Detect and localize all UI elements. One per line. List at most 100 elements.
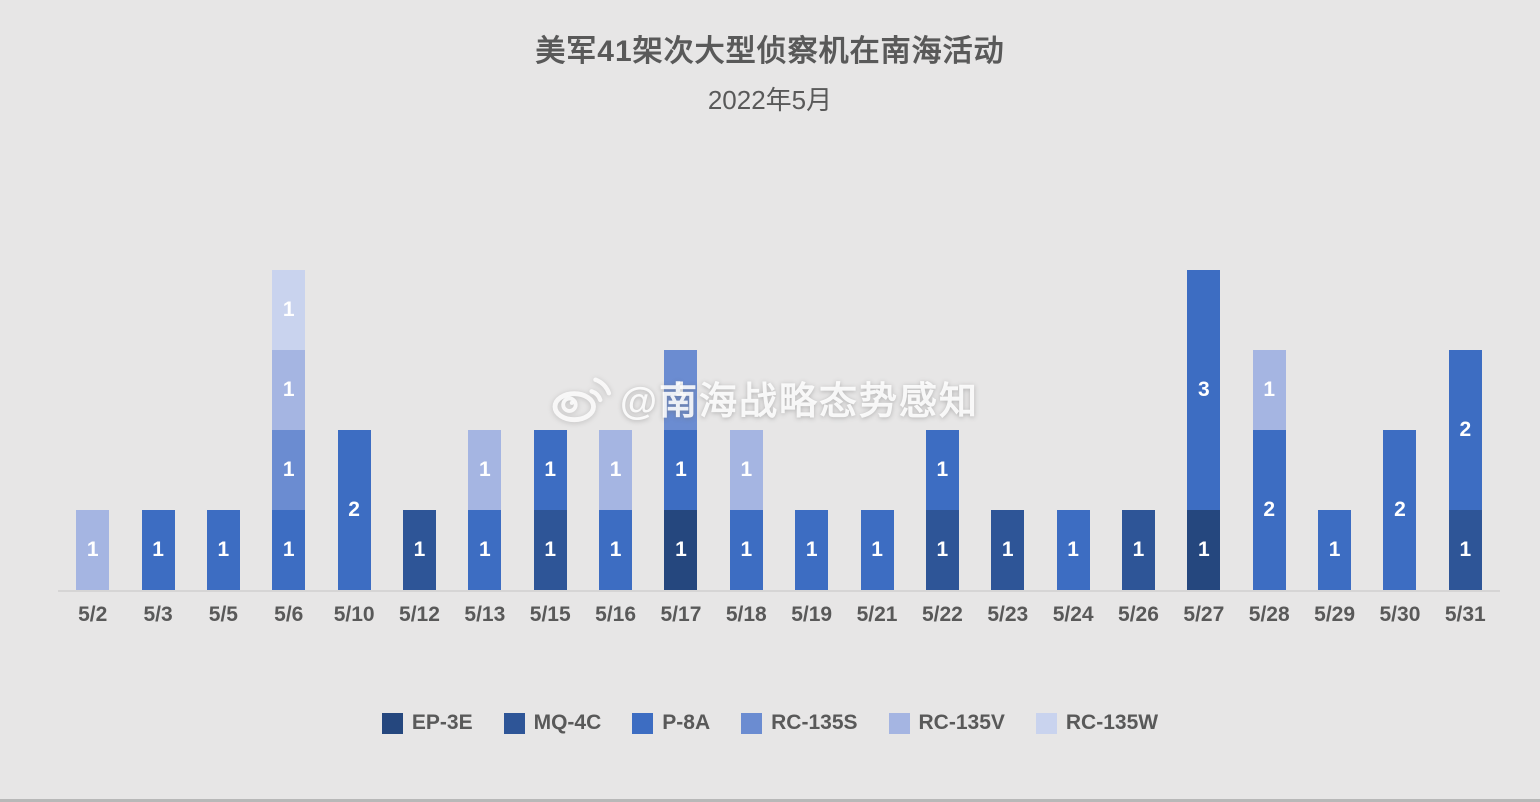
bar-segment-mq-4c: 1 [1448, 510, 1482, 590]
x-axis-label: 5/23 [987, 603, 1029, 626]
bar-segment-p-8a: 2 [1448, 350, 1482, 510]
bar-segment-p-8a: 1 [1056, 510, 1090, 590]
x-axis-label: 5/21 [856, 603, 898, 626]
x-axis-label: 5/27 [1183, 603, 1225, 626]
bar-segment-rc-135v: 1 [1252, 350, 1286, 430]
x-axis-label: 5/10 [333, 603, 375, 626]
stacked-bar: 1 [860, 510, 894, 590]
x-axis-label: 5/16 [595, 603, 637, 626]
bar-segment-rc-135v: 1 [468, 430, 502, 510]
bar-5-29: 1 [1302, 150, 1367, 590]
legend-swatch [503, 712, 525, 734]
bar-segment-p-8a: 1 [206, 510, 240, 590]
bar-segment-mq-4c: 1 [402, 510, 436, 590]
bar-segment-p-8a: 2 [1383, 430, 1417, 590]
x-axis-label: 5/22 [921, 603, 963, 626]
x-axis-label: 5/29 [1314, 603, 1356, 626]
stacked-bar: 1 [402, 510, 436, 590]
bar-segment-p-8a: 1 [533, 430, 567, 510]
bar-segment-mq-4c: 1 [1121, 510, 1155, 590]
legend-swatch [888, 712, 910, 734]
legend-swatch [741, 712, 763, 734]
x-axis-line [58, 590, 1500, 592]
bar-5-12: 1 [387, 150, 452, 590]
bar-segment-mq-4c: 1 [533, 510, 567, 590]
legend-swatch [632, 712, 654, 734]
bar-segment-p-8a: 1 [468, 510, 502, 590]
x-axis-label: 5/19 [791, 603, 833, 626]
bar-segment-mq-4c: 1 [925, 510, 959, 590]
stacked-bar: 1 [76, 510, 110, 590]
bar-segment-p-8a: 2 [1252, 430, 1286, 590]
bar-5-26: 1 [1106, 150, 1171, 590]
chart-subtitle: 2022年5月 [707, 85, 833, 115]
bar-segment-p-8a: 1 [860, 510, 894, 590]
bar-segment-ep-3e: 1 [664, 510, 698, 590]
bar-segment-p-8a: 1 [925, 430, 959, 510]
bar-segment-p-8a: 1 [1318, 510, 1352, 590]
bar-segment-rc-135s: 1 [272, 430, 306, 510]
bottom-edge [0, 799, 1540, 802]
stacked-bar: 1 [1121, 510, 1155, 590]
x-axis-label: 5/5 [208, 603, 238, 626]
legend-label: P-8A [662, 711, 711, 734]
legend-item-mq-4c: MQ-4C [503, 711, 602, 735]
x-axis-label: 5/28 [1248, 603, 1290, 626]
bar-5-24: 1 [1040, 150, 1105, 590]
bar-segment-rc-135v: 1 [272, 350, 306, 430]
bar-5-5: 1 [191, 150, 256, 590]
x-axis-label: 5/6 [274, 603, 304, 626]
stacked-bar: 2 [337, 430, 371, 590]
x-axis-label: 5/26 [1118, 603, 1159, 626]
legend-label: RC-135V [918, 711, 1005, 734]
legend-label: EP-3E [411, 711, 473, 734]
bar-segment-rc-135s: 1 [664, 350, 698, 430]
legend-item-rc-135v: RC-135V [888, 711, 1005, 735]
chart-title: 美军41架次大型侦察机在南海活动 [535, 35, 1005, 68]
stacked-bar: 1 [795, 510, 829, 590]
x-axis-label: 5/30 [1379, 603, 1421, 626]
legend-label: MQ-4C [533, 711, 602, 734]
legend-item-ep-3e: EP-3E [381, 711, 473, 735]
legend: EP-3E MQ-4C P-8A RC-135S RC-135V RC-135W [0, 711, 1540, 735]
bar-segment-p-8a: 1 [795, 510, 829, 590]
bar-5-19: 1 [779, 150, 844, 590]
stacked-bar: 1 [206, 510, 240, 590]
bar-5-23: 1 [975, 150, 1040, 590]
bar-5-3: 1 [125, 150, 190, 590]
x-axis-label: 5/2 [78, 603, 108, 626]
x-axis-label: 5/31 [1444, 603, 1486, 626]
bar-5-21: 1 [844, 150, 909, 590]
bar-segment-p-8a: 1 [272, 510, 306, 590]
stacked-bar: 1 [1318, 510, 1352, 590]
stacked-bar: 2 [1383, 430, 1417, 590]
bar-segment-p-8a: 1 [141, 510, 175, 590]
x-axis-label: 5/18 [725, 603, 767, 626]
bar-segment-ep-3e: 1 [1187, 510, 1221, 590]
legend-item-p-8a: P-8A [632, 711, 710, 735]
bar-5-30: 2 [1367, 150, 1432, 590]
legend-item-rc-135s: RC-135S [741, 711, 858, 735]
x-axis-label: 5/3 [143, 603, 173, 626]
bar-segment-p-8a: 1 [664, 430, 698, 510]
stacked-bar: 1 [1056, 510, 1090, 590]
x-axis-label: 5/12 [399, 603, 440, 626]
legend-item-rc-135w: RC-135W [1035, 711, 1158, 735]
